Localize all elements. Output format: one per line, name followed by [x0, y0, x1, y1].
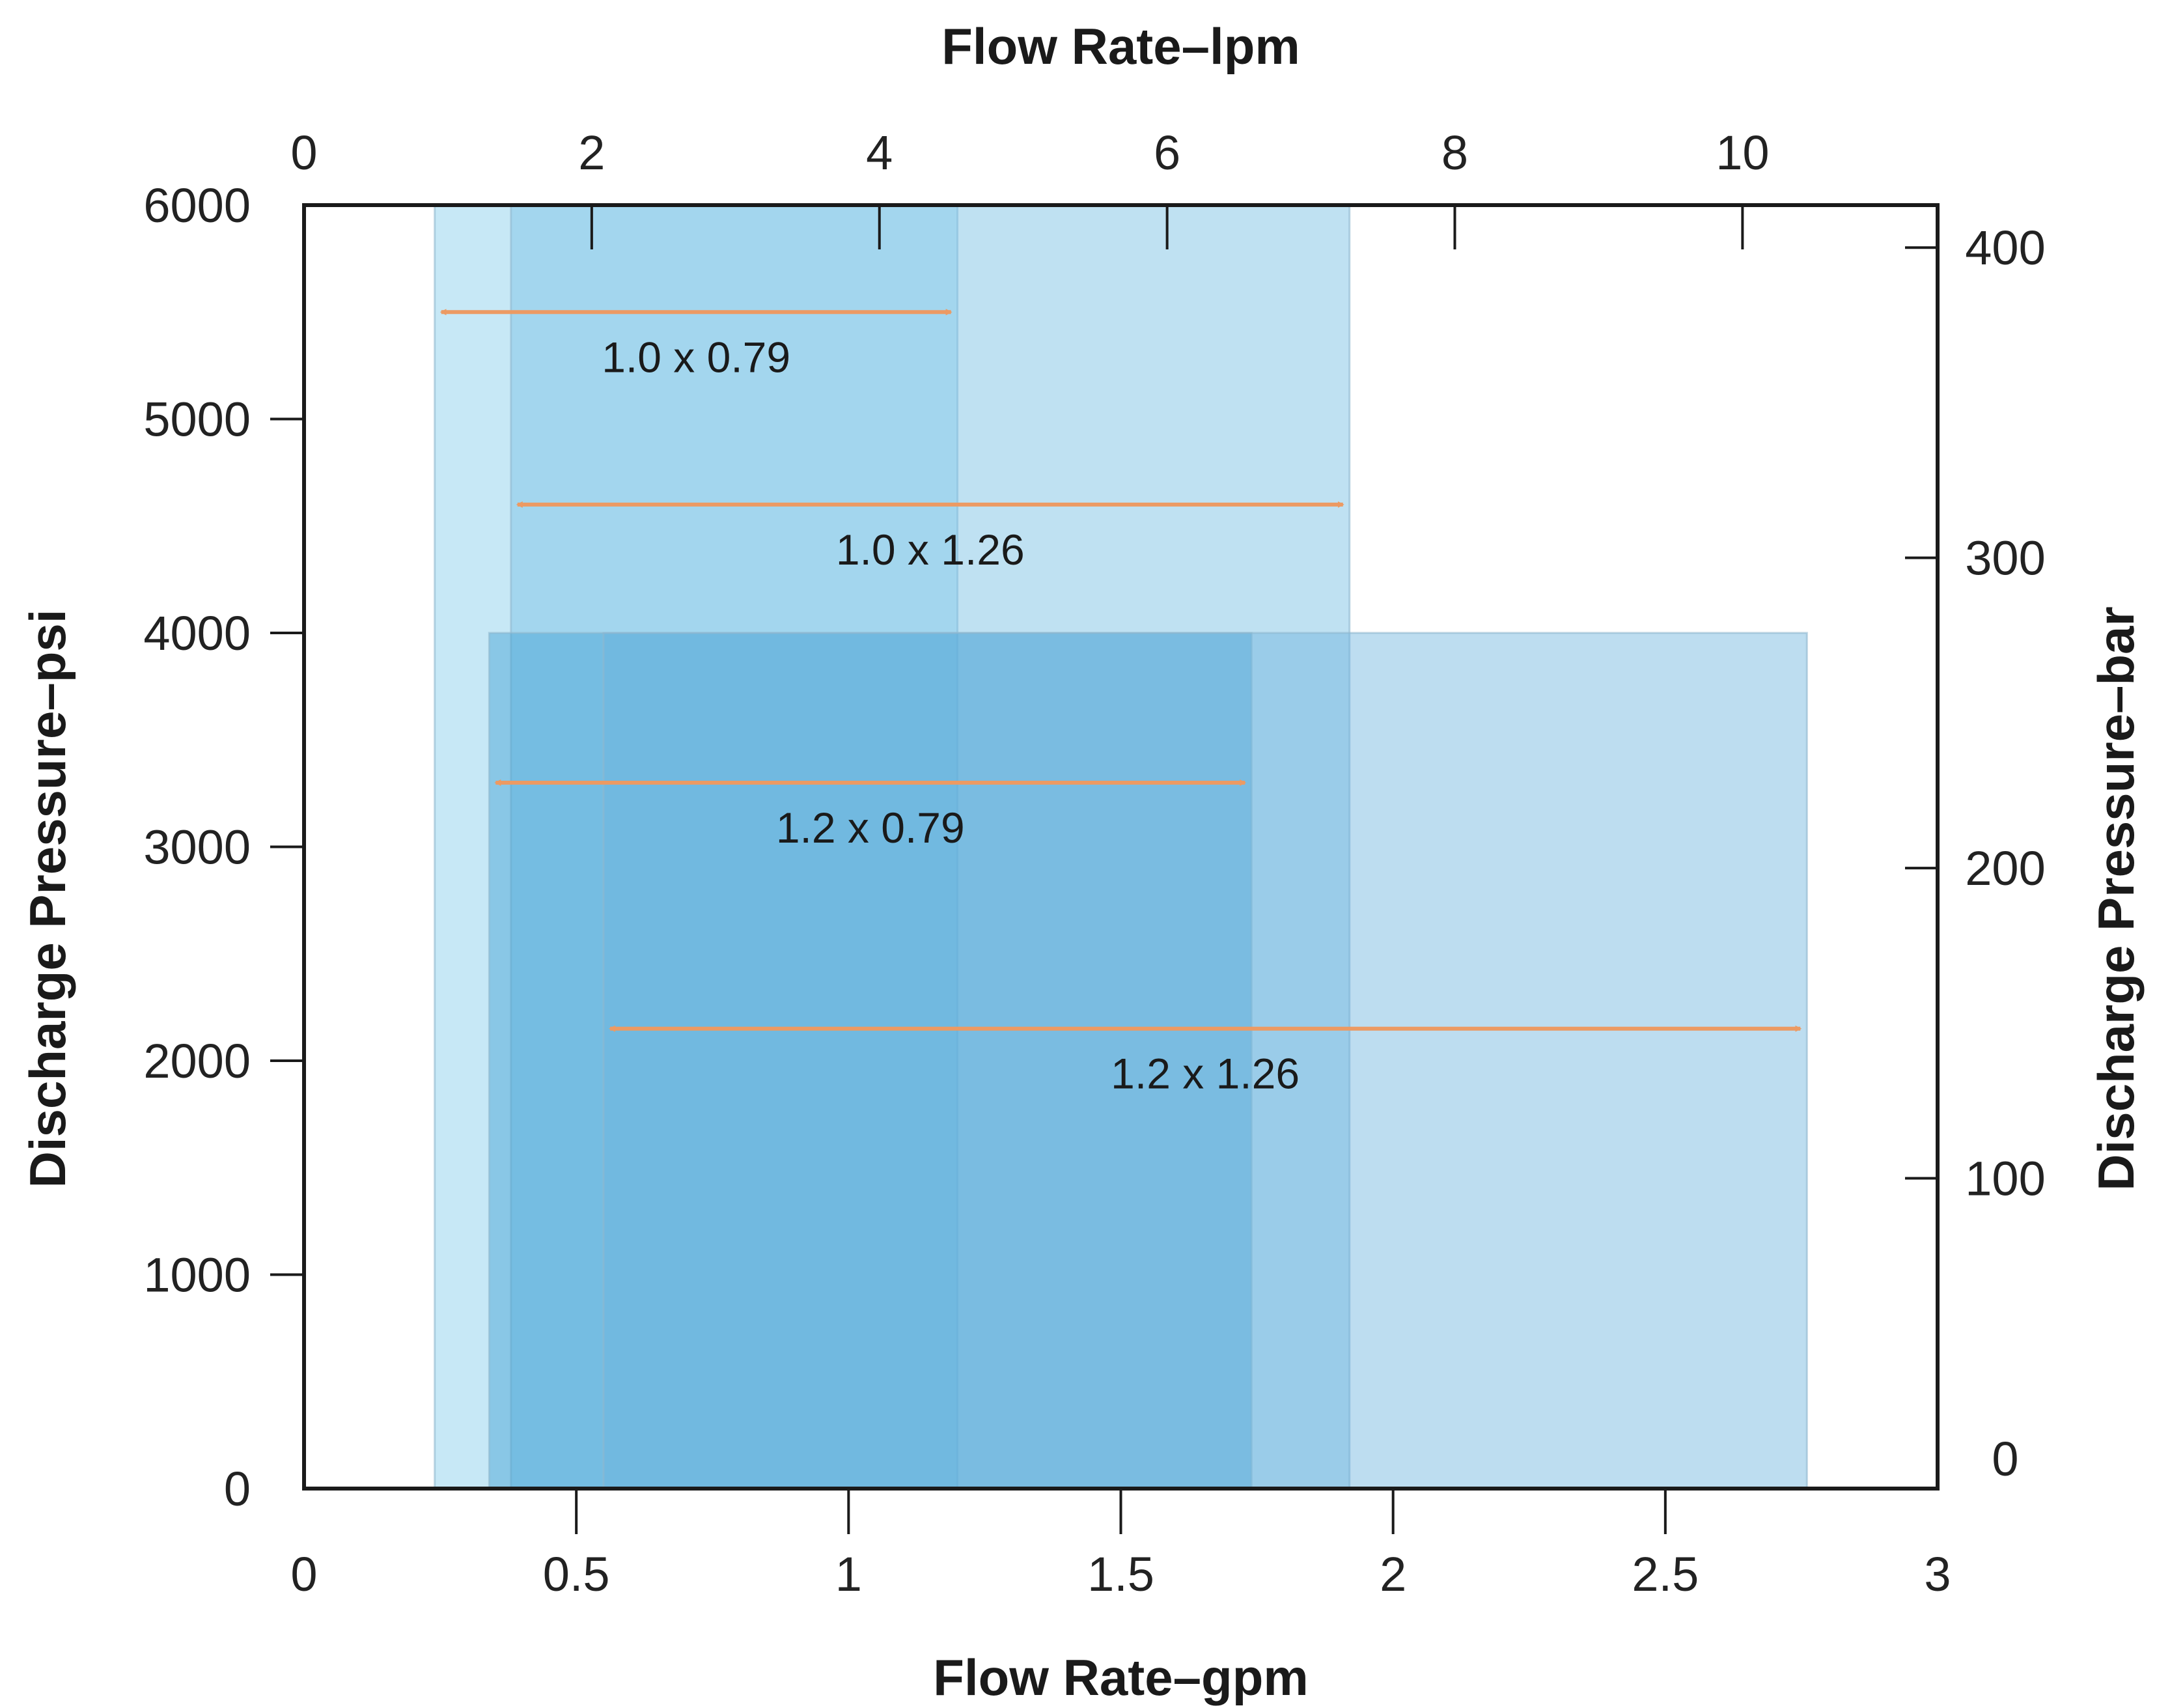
x-tick-label-bottom: 2: [1380, 1547, 1406, 1601]
x-tick-label-top: 2: [578, 126, 605, 180]
x-tick-label-bottom: 1: [835, 1547, 862, 1601]
y-tick-label-left: 1000: [143, 1248, 251, 1302]
range-bands: [434, 204, 1808, 1490]
x-tick-label-bottom: 0: [290, 1547, 317, 1601]
x-tick-label-top: 8: [1441, 126, 1468, 180]
range-label-3: 1.2 x 0.79: [776, 804, 965, 852]
y-tick-label-right: 300: [1965, 531, 2045, 585]
x-tick-label-top: 4: [866, 126, 893, 180]
y-tick-label-left: 2000: [143, 1034, 251, 1088]
x-tick-label-top: 10: [1716, 126, 1769, 180]
y-tick-label-left: 4000: [143, 606, 251, 660]
y-tick-label-left: 0: [224, 1462, 251, 1516]
x-tick-label-bottom: 3: [1924, 1547, 1951, 1601]
x-tick-label-bottom: 1.5: [1087, 1547, 1154, 1601]
x-tick-label-top: 6: [1154, 126, 1180, 180]
y-axis-title-right: Discharge Pressure–bar: [2087, 606, 2145, 1191]
x-tick-label-top: 0: [290, 126, 317, 180]
x-axis-title-bottom: Flow Rate–gpm: [933, 1649, 1308, 1706]
range-label-4: 1.2 x 1.26: [1111, 1050, 1300, 1098]
range-label-1: 1.0 x 0.79: [602, 333, 790, 381]
y-tick-label-right: 200: [1965, 841, 2045, 895]
range-label-2: 1.0 x 1.26: [836, 525, 1025, 574]
x-axis-title-top: Flow Rate–lpm: [941, 18, 1300, 75]
y-tick-label-right: 400: [1965, 221, 2045, 275]
x-tick-label-bottom: 0.5: [543, 1547, 610, 1601]
y-tick-label-right: 100: [1965, 1152, 2045, 1206]
y-tick-label-left: 6000: [143, 178, 251, 232]
y-axis-title-left: Discharge Pressure–psi: [19, 609, 76, 1188]
y-tick-label-left: 5000: [143, 393, 251, 447]
range-band-2: [510, 204, 1351, 1490]
range-band-4: [602, 632, 1808, 1490]
range-arrows: 1.0 x 0.79 1.0 x 1.26 1.2 x 0.79 1.2 x 1.26: [439, 309, 1802, 1098]
y-tick-label-left: 3000: [143, 820, 251, 875]
x-tick-label-bottom: 2.5: [1632, 1547, 1699, 1601]
y-tick-label-right: 0: [1992, 1432, 2018, 1486]
